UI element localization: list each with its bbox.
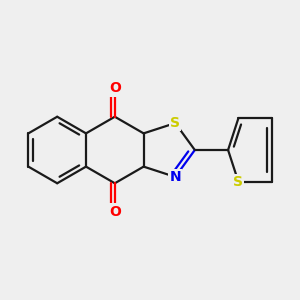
Text: S: S	[233, 175, 243, 189]
Text: O: O	[109, 205, 121, 218]
Text: S: S	[170, 116, 180, 130]
Text: N: N	[169, 170, 181, 184]
Text: O: O	[109, 82, 121, 95]
